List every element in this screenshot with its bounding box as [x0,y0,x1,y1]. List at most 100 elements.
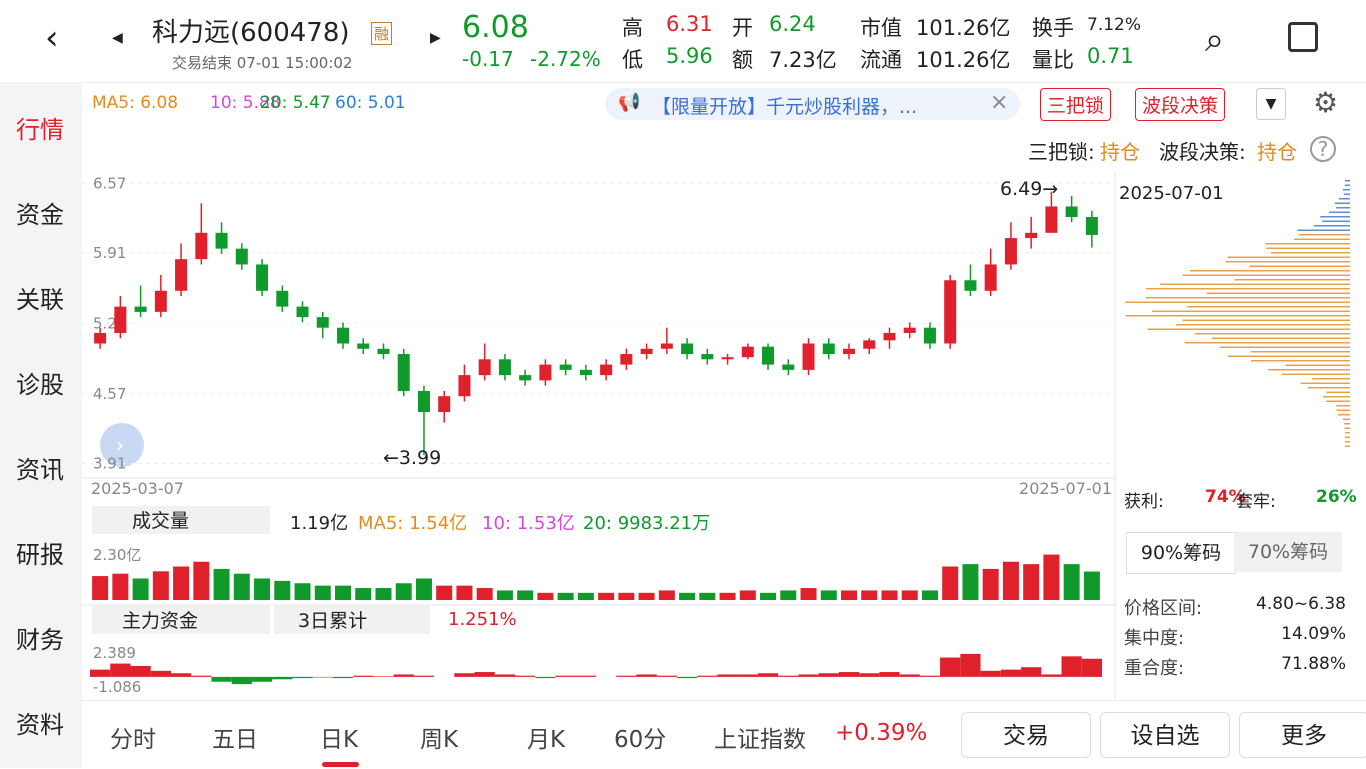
profit: 74% [1205,487,1246,507]
volume-bar [1043,554,1060,600]
candle-body [154,290,167,312]
candle-body [377,348,390,355]
fund-bar [353,675,374,677]
fund-bar [838,672,860,677]
index-change: +0.39% [835,720,928,746]
stat-label: 市值 [860,16,902,40]
search[interactable]: ⌕ [1205,20,1225,60]
fund-period[interactable]: 3日累计 [274,606,430,634]
candle-body [984,264,997,291]
tool-button[interactable]: 波段决策 [1135,88,1226,121]
side-tab[interactable]: 诊股 [16,371,64,399]
badge: 融 [371,22,393,45]
volume-bar [496,590,513,600]
candle-body [762,346,775,365]
fund-bar [1021,667,1042,677]
fund-bar [737,674,758,677]
action-button[interactable]: 设自选 [1100,712,1230,758]
side-tab[interactable]: 关联 [16,286,64,314]
fund-bar [373,676,394,677]
volume-bar [1002,561,1019,600]
period-tab[interactable]: 分时 [110,727,156,753]
candle-body [903,327,916,333]
next[interactable]: ▶ [430,30,441,46]
ad-bar[interactable] [605,88,1020,120]
expand[interactable] [100,423,144,467]
period-tab[interactable]: 60分 [614,727,667,753]
candle-body [114,306,127,333]
chip-stat-label: 集中度: [1124,628,1185,649]
help[interactable]: ? [1310,136,1336,162]
candle-body [923,327,936,344]
candle-body [417,390,430,413]
period-tab[interactable]: 日K [320,727,359,753]
back[interactable]: ‹ [45,18,59,58]
chip-date: 2025-07-01 [1119,183,1224,204]
candle-body [843,348,855,355]
stat-label: 开 [732,16,753,40]
side-tab[interactable]: 行情 [16,116,64,144]
period-tab[interactable]: 月K [527,727,566,753]
candle-body [660,343,673,349]
candle-body [802,343,815,370]
volume-bar [760,592,777,600]
action-button[interactable]: 更多 [1239,712,1366,758]
fund-axis-min: -1.086 [93,678,141,696]
volume-bar [456,585,473,600]
fund-bar [231,676,252,685]
side-tab[interactable]: 资讯 [16,456,64,484]
volume-bar [942,566,959,600]
share[interactable] [1288,22,1318,52]
stat-label: 额 [732,48,753,72]
volume-bar [658,590,675,600]
fund-bar [757,673,779,677]
candle-body [134,306,147,312]
volume-current: 1.19亿 [290,513,349,534]
stat-value: 7.23亿 [769,48,837,72]
volume-bar [780,590,797,600]
period-tab[interactable]: 五日 [212,727,258,753]
side-tab[interactable]: 资料 [16,711,64,739]
ad-close[interactable]: × [990,90,1009,115]
side-tab[interactable]: 财务 [16,626,64,654]
tool-button[interactable]: 三把锁 [1040,88,1112,121]
signal-label: 波段决策: [1159,140,1246,164]
fund-bar [717,674,738,677]
chip-tab[interactable]: 90%筹码 [1126,532,1236,574]
volume-bar [638,592,655,600]
volume-bar [415,578,432,600]
fund-value: 1.251% [448,609,517,630]
volume-bar [355,588,372,600]
side-tab[interactable]: 研报 [16,541,64,569]
fund-bar [150,670,171,677]
ad[interactable]: 【限量开放】千元炒股利器，... [652,96,918,118]
prev[interactable]: ◀ [112,30,123,46]
low-note: ←3.99 [383,447,441,469]
volume-tab[interactable]: 成交量 [92,506,270,534]
side-tab[interactable]: 资金 [16,201,64,229]
fund-bar [535,676,556,679]
status: 交易结束 07-01 15:00:02 [172,54,353,72]
candle-body [1004,238,1017,265]
chip-stat-value: 4.80~6.38 [1256,594,1346,614]
stat-label: 换手 [1032,16,1074,40]
candle-body [640,348,653,355]
volume-bar [921,590,938,600]
dropdown[interactable]: ▼ [1256,88,1286,120]
candle-body [782,364,795,370]
signal-value: 持仓 [1100,140,1140,164]
volume-bar [173,566,190,600]
settings[interactable]: ⚙ [1313,86,1339,119]
chip-tab[interactable]: 70%筹码 [1234,532,1342,572]
period-tab[interactable]: 周K [420,727,459,753]
candle-body [256,264,269,291]
candle-body [195,232,208,260]
index-name[interactable]: 上证指数 [714,727,806,753]
action-button[interactable]: 交易 [961,712,1091,758]
fund-bar [170,673,192,677]
volume-bar [436,585,453,600]
fund-bar [413,675,435,677]
fund-tab[interactable]: 主力资金 [92,606,270,634]
candle-body [1025,232,1038,239]
